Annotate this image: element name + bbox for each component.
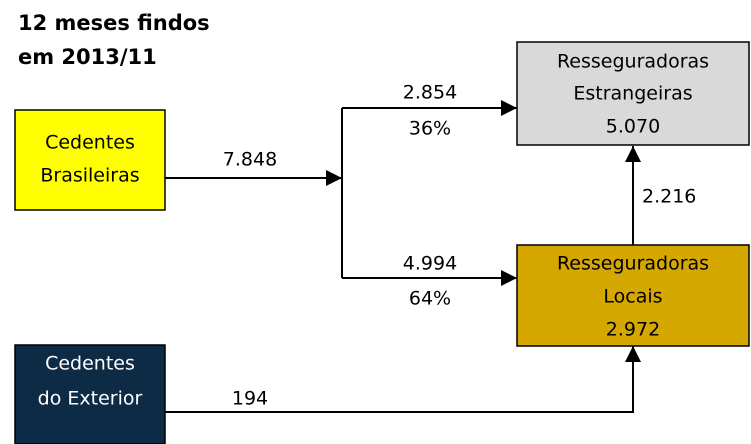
node-box <box>14 344 166 444</box>
flow-share: 64% <box>409 288 451 310</box>
flow-value: 7.848 <box>223 149 277 171</box>
node-label: Resseguradoras <box>557 253 709 275</box>
connector <box>165 346 641 413</box>
node-value: 5.070 <box>606 116 660 138</box>
flow-value: 4.994 <box>403 253 457 275</box>
node-label: Brasileiras <box>40 165 139 187</box>
node-value: 2.972 <box>606 319 660 341</box>
node-label: do Exterior <box>38 388 143 410</box>
node-label: Estrangeiras <box>573 83 692 105</box>
node-label: Locais <box>603 286 662 308</box>
flow-value: 2.854 <box>403 82 457 104</box>
flow-value: 194 <box>232 388 268 410</box>
node-label: Cedentes <box>45 132 135 154</box>
node-box <box>516 244 750 347</box>
flow-share: 36% <box>409 118 451 140</box>
node-box <box>516 41 750 146</box>
node-label: Resseguradoras <box>557 51 709 73</box>
title-line: em 2013/11 <box>18 45 157 69</box>
title-line: 12 meses findos <box>18 11 210 35</box>
node-label: Cedentes <box>45 353 135 375</box>
flow-value: 2.216 <box>642 186 696 208</box>
node-box <box>14 109 166 211</box>
